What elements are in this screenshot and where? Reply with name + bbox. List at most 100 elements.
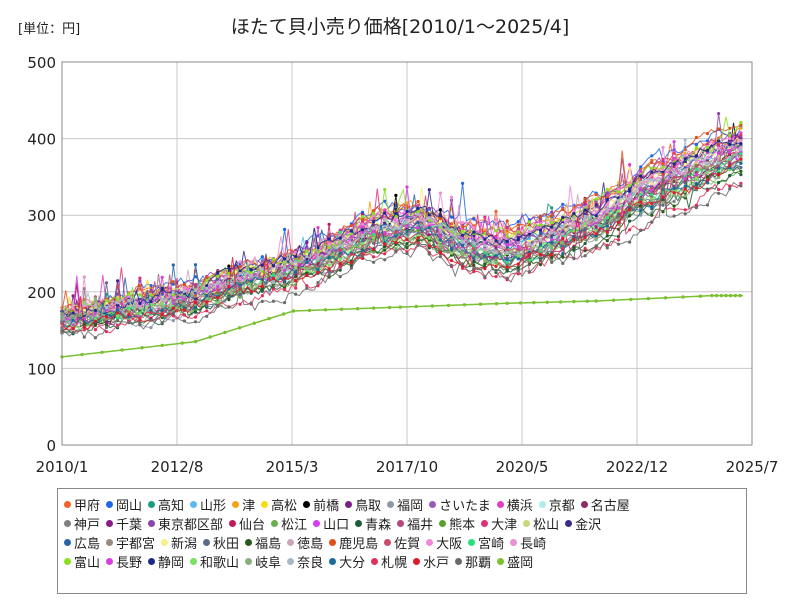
data-point — [694, 206, 699, 210]
data-point — [182, 302, 186, 306]
data-point — [294, 266, 298, 270]
data-point — [527, 258, 532, 262]
data-point — [438, 191, 442, 195]
data-point — [249, 261, 253, 265]
data-point — [260, 294, 264, 298]
data-point — [527, 242, 532, 246]
data-point — [149, 284, 153, 288]
data-point — [472, 241, 476, 245]
data-point — [205, 276, 209, 280]
data-point — [694, 154, 699, 158]
data-point — [449, 251, 454, 255]
data-point — [71, 294, 75, 298]
data-point — [394, 193, 398, 197]
data-point — [663, 296, 668, 300]
data-point — [227, 298, 231, 302]
data-point — [639, 183, 643, 187]
x-tick-label: 2022/12 — [606, 458, 668, 476]
data-point — [294, 292, 298, 296]
data-point — [605, 191, 609, 195]
series-line — [61, 160, 742, 328]
data-point — [127, 294, 131, 298]
data-point — [82, 328, 86, 332]
legend-item: 甲府 — [64, 495, 100, 514]
legend-label: 秋田 — [213, 537, 240, 552]
data-point — [646, 296, 650, 301]
data-point — [138, 293, 142, 297]
data-point — [728, 187, 732, 191]
data-point — [394, 247, 398, 251]
data-point — [93, 303, 97, 307]
legend-item: 福島 — [245, 533, 281, 552]
data-point — [628, 189, 632, 193]
data-point — [372, 255, 376, 259]
legend-item: 大津 — [481, 514, 517, 533]
legend-label: 鹿児島 — [339, 537, 379, 552]
data-point — [271, 273, 276, 277]
data-point — [739, 173, 743, 177]
legend-item: 京都 — [538, 495, 575, 514]
data-point — [416, 228, 420, 232]
data-point — [494, 264, 498, 268]
data-point — [149, 299, 153, 304]
data-point — [205, 294, 209, 298]
data-point — [516, 266, 520, 270]
data-point — [739, 169, 743, 173]
data-point — [516, 230, 520, 234]
data-point — [338, 244, 342, 248]
data-point — [683, 168, 687, 172]
data-point — [717, 151, 721, 155]
legend-label: 岐阜 — [255, 556, 282, 571]
data-point — [728, 160, 732, 164]
data-point — [383, 188, 387, 192]
data-point — [505, 257, 509, 261]
data-point — [683, 208, 687, 212]
data-point — [505, 248, 509, 252]
legend-row: 富山 長野 静岡 和歌山 岐阜 奈良 大分 札幌 水戸 那覇 盛岡 — [64, 552, 742, 571]
legend-item: 岡山 — [106, 495, 142, 514]
data-point — [372, 260, 376, 264]
data-point — [127, 292, 131, 296]
data-point — [728, 133, 732, 137]
data-point — [227, 264, 231, 268]
legend-marker-icon — [371, 558, 379, 565]
data-point — [138, 306, 142, 310]
legend-marker-icon — [355, 520, 363, 527]
data-point — [694, 172, 699, 176]
data-point — [116, 295, 120, 299]
data-point — [127, 321, 131, 325]
data-point — [483, 262, 487, 266]
data-point — [416, 226, 420, 230]
data-point — [193, 315, 198, 319]
legend-item: 佐賀 — [384, 533, 420, 552]
data-point — [416, 210, 420, 214]
data-point — [383, 252, 387, 256]
data-point — [387, 305, 392, 310]
data-point — [305, 266, 309, 271]
data-point — [650, 220, 654, 224]
data-point — [550, 231, 554, 235]
data-point — [694, 145, 699, 149]
data-point — [483, 248, 487, 252]
legend-item: 新潟 — [161, 533, 197, 552]
data-point — [449, 263, 454, 267]
data-point — [639, 186, 643, 190]
data-point — [550, 206, 554, 210]
legend-marker-icon — [271, 520, 279, 527]
data-point — [698, 294, 703, 298]
data-point — [327, 222, 331, 226]
data-point — [205, 279, 209, 283]
data-point — [182, 283, 186, 287]
data-point — [305, 249, 309, 253]
data-point — [594, 210, 598, 214]
data-point — [160, 313, 164, 317]
data-point — [82, 308, 86, 312]
data-point — [416, 199, 420, 204]
data-point — [305, 245, 309, 249]
data-point — [116, 284, 120, 289]
legend-marker-icon — [64, 520, 71, 527]
data-point — [405, 235, 409, 239]
data-point — [494, 229, 498, 233]
data-point — [628, 240, 632, 244]
data-point — [505, 260, 509, 265]
